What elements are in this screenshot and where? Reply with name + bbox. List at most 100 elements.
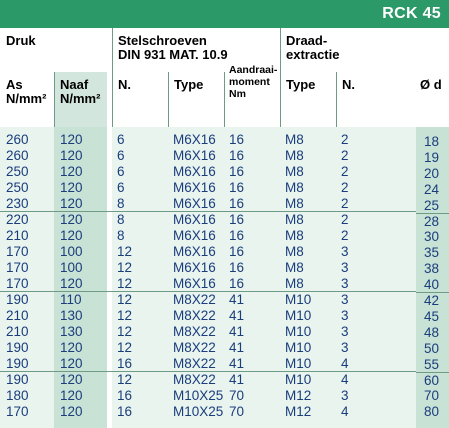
table-cell-as: 190 <box>6 340 29 355</box>
table-cell-as: 260 <box>6 148 29 163</box>
table-cell-type: M8X22 <box>173 308 216 323</box>
table-cell-naaf: 110 <box>60 292 82 307</box>
col-header-type: Type <box>168 72 224 127</box>
table-cell-type2: M10 <box>285 356 312 371</box>
col-bg-type <box>168 127 224 428</box>
group-header-druk: Druk <box>0 28 112 72</box>
table-cell-n2: 3 <box>341 388 349 403</box>
table-cell-n2: 2 <box>341 132 349 147</box>
table-cell-n: 16 <box>117 388 133 403</box>
table-cell-n: 12 <box>117 292 133 307</box>
product-code-badge: RCK 45 <box>382 5 441 22</box>
diameter-column <box>416 127 449 428</box>
diameter-cell: 80 <box>424 404 440 420</box>
table-cell-type2: M10 <box>285 292 312 307</box>
table-cell-type: M6X16 <box>173 212 216 227</box>
col-bg-as <box>0 127 54 428</box>
table-cell-moment: 41 <box>229 324 245 339</box>
col-bg-naaf <box>54 127 107 428</box>
table-cell-n: 12 <box>117 244 133 259</box>
table-cell-moment: 41 <box>229 340 245 355</box>
table-cell-n2: 3 <box>341 244 349 259</box>
table-cell-as: 230 <box>6 196 29 211</box>
table-cell-n: 6 <box>117 180 125 195</box>
table-cell-as: 190 <box>6 356 29 371</box>
col-header-aandraaimoment: Aandraai- moment Nm <box>224 64 280 127</box>
table-cell-n2: 3 <box>341 260 349 275</box>
table-cell-naaf: 100 <box>60 260 83 275</box>
table-cell-type2: M8 <box>285 196 304 211</box>
header-divider <box>168 72 169 127</box>
col-n-label: N. <box>118 77 131 92</box>
table-cell-naaf: 120 <box>60 228 83 243</box>
table-cell-as: 170 <box>6 260 29 275</box>
col-naaf-line1: Naaf <box>60 77 89 92</box>
diameter-cell: 28 <box>424 213 440 229</box>
group-header-stelschroeven: Stelschroeven DIN 931 MAT. 10.9 <box>112 28 280 72</box>
table-cell-type2: M8 <box>285 244 304 259</box>
col-aandraai-line3: Nm <box>229 88 246 100</box>
table-cell-type2: M8 <box>285 212 304 227</box>
table-cell-n2: 2 <box>341 212 349 227</box>
table-cell-n: 12 <box>117 324 133 339</box>
diameter-cell: 25 <box>424 197 440 213</box>
col-diameter-label: Ø d <box>420 77 442 92</box>
group-header-draadextractie: Draad- extractie <box>280 28 416 72</box>
table-cell-naaf: 120 <box>60 356 83 371</box>
diameter-cell: 24 <box>424 181 440 197</box>
table-cell-n2: 3 <box>341 324 349 339</box>
table-cell-naaf: 130 <box>60 324 83 339</box>
table-cell-type: M10X25 <box>173 404 224 419</box>
col-naaf-line2: N/mm² <box>60 91 101 106</box>
diameter-cell: 45 <box>424 308 440 324</box>
table-cell-type2: M10 <box>285 324 312 339</box>
col-type2-label: Type <box>286 77 316 92</box>
table-cell-type: M8X22 <box>173 372 216 387</box>
table-cell-n2: 2 <box>341 164 349 179</box>
table-cell-n2: 3 <box>341 308 349 323</box>
table-cell-type: M6X16 <box>173 260 216 275</box>
table-cell-type2: M8 <box>285 180 304 195</box>
table-cell-as: 250 <box>6 164 29 179</box>
diameter-cell: 60 <box>424 372 440 388</box>
table-cell-n: 12 <box>117 276 133 291</box>
group-draad-line1: Draad- <box>286 33 328 48</box>
table-cell-moment: 16 <box>229 148 245 163</box>
group-separator <box>0 371 416 372</box>
table-cell-type: M6X16 <box>173 276 216 291</box>
table-cell-moment: 70 <box>229 388 245 403</box>
table-cell-type: M6X16 <box>173 244 216 259</box>
table-cell-n: 12 <box>117 260 133 275</box>
table-cell-n: 12 <box>117 372 133 387</box>
table-cell-type: M8X22 <box>173 292 216 307</box>
diameter-cell: 40 <box>424 277 440 293</box>
table-cell-naaf: 120 <box>60 164 83 179</box>
table-cell-as: 170 <box>6 244 29 259</box>
table-cell-moment: 16 <box>229 260 245 275</box>
table-cell-naaf: 120 <box>60 388 83 403</box>
diameter-cell: 35 <box>424 245 440 261</box>
group-separator <box>0 291 416 292</box>
table-cell-type: M8X22 <box>173 324 216 339</box>
diameter-separator <box>416 292 449 293</box>
header-divider <box>54 72 55 127</box>
table-cell-type: M6X16 <box>173 132 216 147</box>
table-cell-moment: 16 <box>229 164 245 179</box>
col-header-diameter: Ø d <box>416 72 449 127</box>
diameter-cell: 70 <box>424 388 440 404</box>
col-header-as: As N/mm² <box>0 72 54 127</box>
table-cell-as: 250 <box>6 180 29 195</box>
table-cell-n: 8 <box>117 228 125 243</box>
table-cell-type2: M10 <box>285 308 312 323</box>
table-cell-as: 180 <box>6 388 29 403</box>
table-cell-n2: 2 <box>341 196 349 211</box>
data-table: 260 120 6 M6X16 16 M8 2 260 120 6 M6X16 16 M8 2 250 120… <box>0 127 449 428</box>
table-cell-type2: M8 <box>285 132 304 147</box>
diameter-cell: 42 <box>424 293 440 308</box>
table-cell-type2: M8 <box>285 148 304 163</box>
table-cell-type: M10X25 <box>173 388 224 403</box>
table-cell-moment: 41 <box>229 356 245 371</box>
diameter-cell: 30 <box>424 229 440 245</box>
table-cell-naaf: 120 <box>60 196 83 211</box>
table-cell-as: 210 <box>6 308 29 323</box>
